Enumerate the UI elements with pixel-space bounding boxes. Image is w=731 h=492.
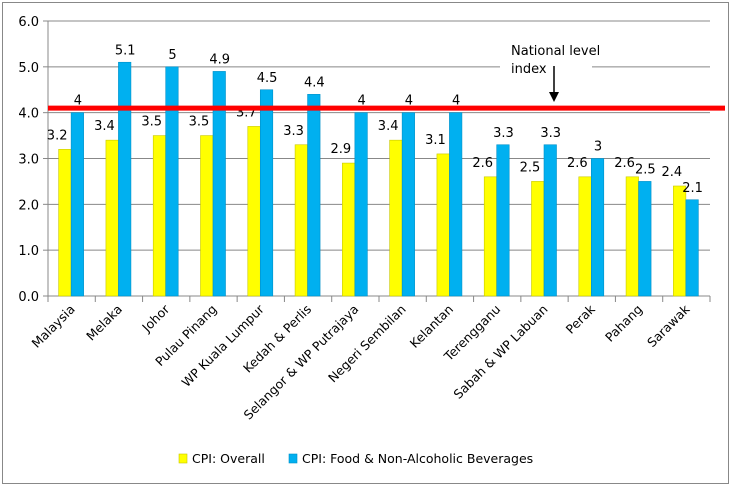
data-label-food: 3.3 <box>540 126 561 141</box>
bar-overall <box>58 149 72 297</box>
y-tick-label: 3.0 <box>18 153 39 168</box>
bar-food <box>70 112 84 297</box>
data-label-overall: 2.9 <box>331 142 352 157</box>
bar-food <box>638 181 652 297</box>
bar-food <box>590 158 605 297</box>
data-label-food: 4 <box>452 94 460 109</box>
bar-food <box>118 61 132 297</box>
legend-label: CPI: Overall <box>192 451 265 466</box>
y-tick-label: 2.0 <box>18 198 39 213</box>
annotation-text: index <box>511 62 547 77</box>
data-label-overall: 3.1 <box>425 133 446 148</box>
y-tick-label: 5.0 <box>18 61 39 76</box>
data-label-overall: 3.5 <box>141 115 162 130</box>
bar-overall <box>247 126 261 297</box>
data-label-overall: 2.6 <box>472 156 493 171</box>
bar-overall <box>483 176 498 297</box>
data-label-overall: 3.5 <box>189 115 210 130</box>
y-tick-label: 4.0 <box>18 107 39 122</box>
bar-overall <box>294 144 308 297</box>
legend-swatch <box>288 453 298 464</box>
bar-food <box>496 144 510 297</box>
bar-overall <box>152 135 167 297</box>
data-label-food: 3 <box>594 140 602 155</box>
y-tick-label: 1.0 <box>18 244 39 259</box>
bar-overall <box>105 139 119 297</box>
data-label-food: 4.9 <box>209 52 230 67</box>
bar-overall <box>673 185 687 297</box>
data-label-food: 4 <box>357 94 365 109</box>
bar-food <box>685 199 699 297</box>
y-tick-label: 6.0 <box>18 15 39 30</box>
data-label-food: 5.1 <box>115 43 136 58</box>
data-label-food: 3.3 <box>493 126 514 141</box>
legend-swatch <box>178 453 188 464</box>
data-label-food: 4 <box>405 94 413 109</box>
data-label-food: 5 <box>168 48 176 63</box>
data-label-overall: 2.5 <box>520 160 541 175</box>
bar-food <box>401 112 415 297</box>
data-label-overall: 2.6 <box>614 156 635 171</box>
data-label-overall: 2.4 <box>662 165 683 180</box>
bar-food <box>543 144 557 297</box>
bar-overall <box>531 181 545 297</box>
bar-overall <box>342 162 356 297</box>
arrow-head-icon <box>549 92 559 102</box>
bar-food <box>165 66 179 297</box>
data-label-food: 4.4 <box>304 75 325 90</box>
annotation-bg <box>500 38 592 78</box>
data-label-overall: 3.4 <box>94 119 115 134</box>
bar-food <box>307 94 321 297</box>
bar-food <box>259 89 274 297</box>
data-label-overall: 3.3 <box>283 124 304 139</box>
data-label-food: 4 <box>74 94 82 109</box>
data-label-overall: 2.6 <box>567 156 588 171</box>
bar-food <box>449 112 463 297</box>
bar-overall <box>200 135 214 297</box>
data-label-food: 2.5 <box>635 162 656 177</box>
annotation-text: National level <box>511 44 600 59</box>
data-label-food: 2.1 <box>682 181 703 196</box>
bar-food <box>354 112 368 297</box>
bar-food <box>212 71 226 297</box>
bar-overall <box>625 176 639 297</box>
data-label-overall: 3.2 <box>47 128 68 143</box>
bar-overall <box>389 139 403 297</box>
data-label-overall: 3.4 <box>378 119 399 134</box>
data-label-food: 4.5 <box>257 71 278 86</box>
y-tick-label: 0.0 <box>18 290 39 305</box>
bar-overall <box>436 153 450 297</box>
bar-overall <box>578 176 592 297</box>
legend-label: CPI: Food & Non-Alcoholic Beverages <box>302 451 533 466</box>
